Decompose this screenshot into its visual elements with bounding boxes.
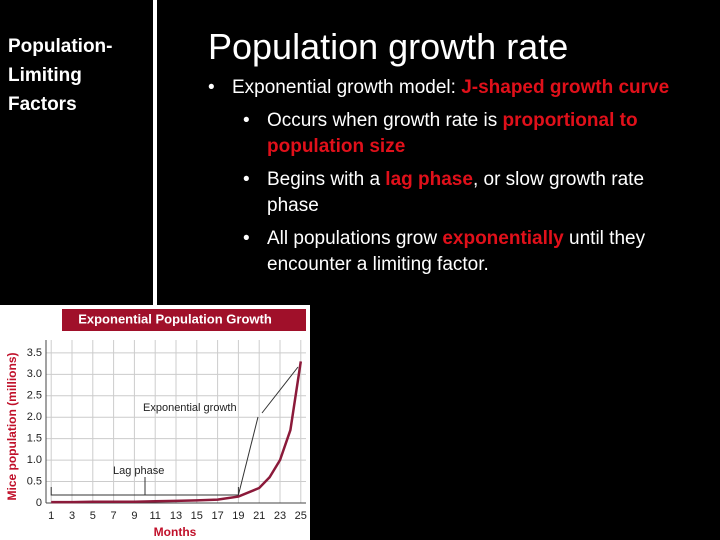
x-tick-label: 1 (48, 510, 54, 522)
y-tick-label: 3.5 (27, 347, 42, 359)
bullet-text: Begins with a (267, 169, 386, 190)
bullet-text: until they encounter a limiting factor. (267, 228, 646, 275)
annotation: Lag phase (113, 465, 164, 477)
x-tick-label: 23 (274, 510, 286, 522)
chart: Exponential Population Growth Mice popula… (0, 305, 310, 540)
divider (153, 0, 157, 305)
y-tick-label: 2.0 (27, 411, 42, 423)
x-tick-label: 25 (295, 510, 307, 522)
data-line (51, 361, 303, 504)
annotation-line (237, 416, 259, 496)
emphasis-text: J-shaped growth curve (461, 77, 670, 98)
x-tick-label: 11 (149, 510, 160, 522)
bullet-list: • Exponential growth model: J-shaped grow… (208, 75, 688, 285)
x-tick-label: 15 (191, 510, 203, 522)
y-tick-label: 0 (36, 497, 42, 509)
y-tick-label: 1.0 (27, 454, 42, 466)
bullet-text: Occurs when growth rate is (267, 110, 503, 131)
emphasis-text: lag phase (385, 169, 473, 190)
bullet: • Exponential growth model: J-shaped grow… (208, 75, 688, 101)
x-tick-label: 19 (232, 510, 244, 522)
annotation: Exponential growth (143, 402, 237, 414)
bullet: • All populations grow exponentially unti… (208, 226, 672, 278)
bullet-text: Exponential growth model: (232, 77, 462, 98)
y-tick-label: 3.0 (27, 368, 42, 380)
bullet-dot: • (208, 77, 215, 98)
bullet-text: , or slow growth rate phase (267, 169, 645, 216)
bullet-dot: • (243, 169, 250, 190)
y-tick-label: 2.5 (27, 390, 42, 402)
chart-title: Exponential Population Growth (78, 311, 272, 326)
x-tick-label: 21 (253, 510, 265, 522)
x-tick-label: 13 (170, 510, 182, 522)
sidebar-title: Population-Limiting Factors (8, 36, 113, 115)
x-tick-label: 5 (90, 510, 96, 522)
slide-title: Population growth rate (208, 26, 569, 67)
x-tick-label: 3 (69, 510, 75, 522)
bullet: • Begins with a lag phase, or slow growth… (208, 167, 672, 219)
annotation-line (261, 366, 299, 414)
y-tick-label: 1.5 (27, 433, 42, 445)
bullet-text: All populations grow (267, 228, 443, 249)
bullet: • Occurs when growth rate is proportional… (208, 108, 672, 160)
x-tick-label: 17 (211, 510, 223, 522)
x-tick-label: 9 (131, 510, 137, 522)
chart-title-bar (62, 309, 306, 331)
emphasis-text: proportional to population size (267, 110, 638, 157)
y-axis-label: Mice population (millions) (5, 353, 19, 501)
x-axis-label: Months (154, 525, 197, 539)
x-tick-label: 7 (111, 510, 117, 522)
y-tick-label: 0.5 (27, 475, 42, 487)
emphasis-text: exponentially (442, 228, 564, 249)
bullet-dot: • (243, 110, 250, 131)
bullet-dot: • (243, 228, 250, 249)
